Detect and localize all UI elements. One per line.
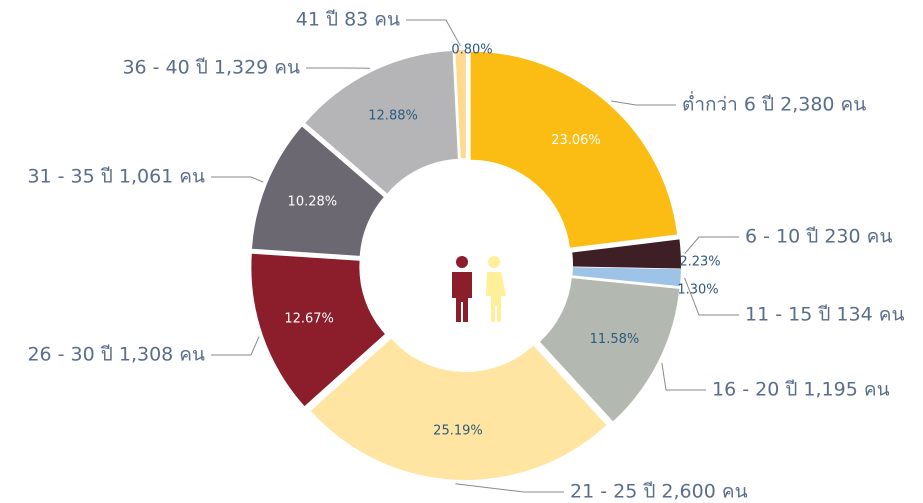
percent-label: 1.30% <box>677 283 718 298</box>
slice <box>251 253 385 407</box>
percent-label: 25.19% <box>433 423 483 438</box>
slice <box>572 239 681 269</box>
percent-label: 12.88% <box>368 108 418 123</box>
category-label: 26 - 30 ปี 1,308 คน <box>27 344 205 366</box>
category-label: ต่ำกว่า 6 ปี 2,380 คน <box>682 91 866 116</box>
leader-line <box>684 236 739 255</box>
percent-label: 12.67% <box>284 312 334 327</box>
leader-line <box>661 362 706 391</box>
category-label: 6 - 10 ปี 230 คน <box>745 226 892 248</box>
category-label: 16 - 20 ปี 1,195 คน <box>712 379 890 401</box>
leader-line <box>611 100 676 106</box>
leader-line <box>211 336 260 356</box>
category-label: 41 ปี 83 คน <box>296 9 400 31</box>
category-label: 31 - 35 ปี 1,061 คน <box>27 166 205 188</box>
percent-label: 2.23% <box>679 255 720 270</box>
slice <box>310 338 607 480</box>
leader-line <box>684 277 739 316</box>
slice <box>470 51 678 248</box>
leader-line <box>211 176 264 183</box>
leader-line <box>455 483 564 493</box>
slice <box>251 126 384 256</box>
percent-label: 23.06% <box>551 133 601 148</box>
people-icon <box>452 256 506 322</box>
slice <box>539 278 680 422</box>
percent-label: 11.58% <box>590 332 640 347</box>
category-label: 36 - 40 ปี 1,329 คน <box>122 57 300 79</box>
slice <box>455 50 466 159</box>
slice <box>305 50 458 194</box>
percent-label: 10.28% <box>288 195 338 210</box>
percent-label: 0.80% <box>451 43 492 58</box>
slice <box>572 267 681 287</box>
category-label: 11 - 15 ปี 134 คน <box>745 304 904 326</box>
category-label: 21 - 25 ปี 2,600 คน <box>570 481 748 503</box>
leader-line <box>406 19 461 47</box>
